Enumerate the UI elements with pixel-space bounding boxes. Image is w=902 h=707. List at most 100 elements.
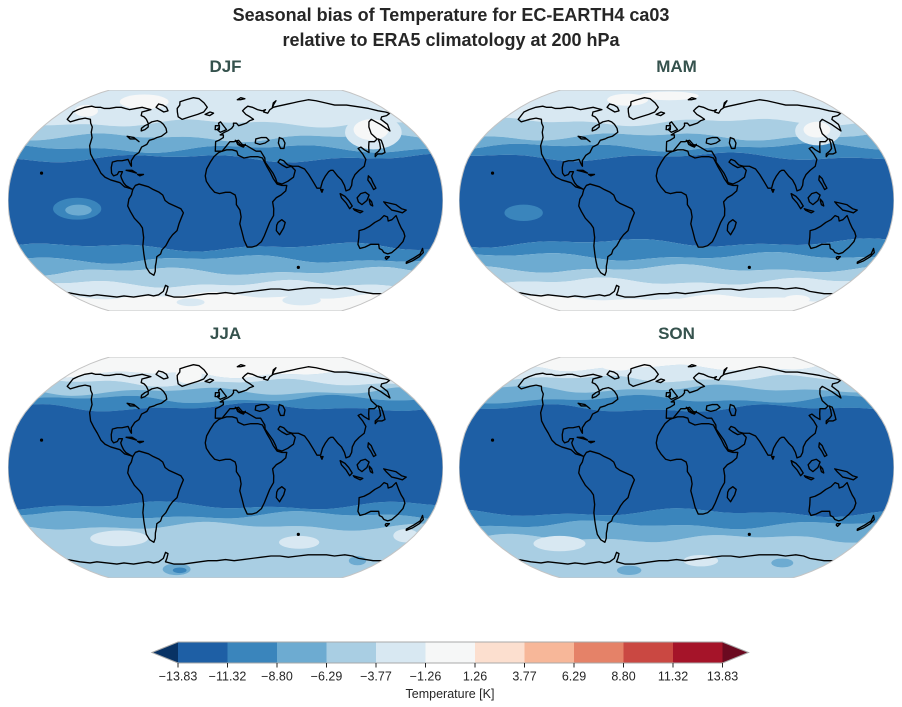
- colorbar-segment: [227, 642, 278, 663]
- coastlines: [517, 364, 875, 565]
- contour-patch: [90, 530, 149, 547]
- contour-patch: [74, 104, 98, 117]
- contour-patch: [607, 93, 649, 106]
- season-title-djf: DJF: [209, 57, 242, 76]
- contour-patch: [119, 94, 169, 110]
- contour-patch: [783, 295, 810, 304]
- contour-band: [511, 364, 842, 383]
- contour-band: [501, 375, 858, 393]
- contour-band: [459, 404, 894, 518]
- colorbar-segment: [574, 642, 624, 663]
- contour-band: [8, 402, 443, 510]
- contour-band: [64, 357, 382, 379]
- colorbar-segment: [475, 642, 525, 663]
- contour-band: [470, 238, 887, 261]
- contour-band: [18, 242, 430, 264]
- colorbar-segment: [178, 642, 228, 663]
- contour-band: [459, 152, 894, 248]
- contour-band: [479, 520, 877, 543]
- island-dot: [296, 532, 300, 537]
- island-dot: [490, 438, 495, 442]
- colorbar-over-arrow: [722, 642, 749, 663]
- contour-patch: [771, 558, 794, 568]
- map-border-outline: [8, 357, 443, 578]
- contour-band: [20, 511, 429, 531]
- colorbar: −13.83 −11.32 −8.80 −6.29 −3.77 −1.26 1.26 3.77…: [150, 641, 750, 684]
- colorbar-segment: [623, 642, 674, 663]
- contour-patch: [616, 565, 642, 575]
- contour-patch: [601, 360, 636, 371]
- figure-title-line-1: Seasonal bias of Temperature for EC-EART…: [232, 5, 670, 25]
- contour-patch: [648, 298, 698, 308]
- island-dot: [296, 265, 300, 270]
- contour-band: [17, 501, 436, 519]
- contour-band: [474, 133, 880, 152]
- colorbar-segment: [326, 642, 377, 663]
- island-dot: [747, 532, 751, 537]
- colorbar-tick-label: −1.26: [410, 670, 442, 684]
- season-title-mam: MAM: [656, 57, 697, 76]
- contour-patch: [175, 367, 202, 384]
- contour-band: [73, 292, 384, 311]
- colorbar-tick-label: −8.80: [261, 670, 293, 684]
- colorbar-tick-label: 11.32: [658, 670, 688, 684]
- contour-patch: [278, 535, 320, 549]
- island-dot: [39, 171, 44, 175]
- colorbar-tick-label: −6.29: [311, 670, 343, 684]
- colorbar-segment: [277, 642, 327, 663]
- contour-patch: [172, 567, 187, 574]
- coastlines: [66, 97, 424, 298]
- colorbar-tick-label: 8.80: [611, 670, 635, 684]
- contour-patch: [504, 204, 543, 222]
- season-title-son: SON: [658, 324, 695, 343]
- map-border-outline: [459, 90, 894, 311]
- contour-band: [44, 378, 401, 396]
- world-map-jja: [8, 357, 443, 578]
- contour-patch: [533, 535, 586, 552]
- colorbar-segment: [524, 642, 575, 663]
- contour-patch: [639, 91, 699, 101]
- map-border-outline: [459, 357, 894, 578]
- contour-patch: [282, 295, 321, 306]
- contour-band: [475, 252, 876, 273]
- contour-band: [32, 394, 424, 412]
- colorbar-tick-label: 3.77: [512, 670, 536, 684]
- world-map-mam: [459, 90, 894, 311]
- island-dot: [39, 438, 44, 442]
- island-dot: [490, 171, 495, 175]
- colorbar-tick-label: −13.83: [159, 670, 198, 684]
- contour-band: [468, 508, 884, 530]
- contour-band: [534, 357, 817, 372]
- contour-band: [483, 117, 868, 141]
- contour-band: [479, 394, 875, 412]
- colorbar-segment: [425, 642, 476, 663]
- world-map-djf: [8, 90, 443, 311]
- contour-patch: [176, 298, 205, 307]
- map-border-outline: [8, 90, 443, 311]
- colorbar-tick-label: 6.29: [562, 670, 586, 684]
- contour-band: [38, 387, 415, 404]
- colorbar-segment: [673, 642, 723, 663]
- contour-band: [27, 255, 422, 276]
- contour-band: [469, 142, 886, 162]
- contour-band: [25, 133, 428, 153]
- world-map-son: [459, 357, 894, 578]
- colorbar-tick-label: −3.77: [360, 670, 392, 684]
- contour-band: [44, 90, 404, 128]
- season-title-jja: JJA: [209, 324, 242, 343]
- colorbar-tick-label: −11.32: [209, 670, 247, 684]
- contour-patch: [353, 119, 389, 141]
- figure-title-line-2: relative to ERA5 climatology at 200 hPa: [282, 29, 620, 50]
- contour-patch: [803, 121, 831, 138]
- contour-band: [53, 279, 393, 300]
- coastlines: [517, 97, 875, 298]
- contour-band: [8, 153, 443, 252]
- colorbar-under-arrow: [152, 642, 178, 663]
- figure-title: Seasonal bias of Temperature for EC-EART…: [0, 3, 902, 53]
- contour-band: [17, 145, 432, 163]
- contour-band: [44, 266, 413, 288]
- colorbar-label: Temperature [K]: [405, 687, 495, 701]
- colorbar-segment: [376, 642, 426, 663]
- contour-band: [504, 90, 856, 127]
